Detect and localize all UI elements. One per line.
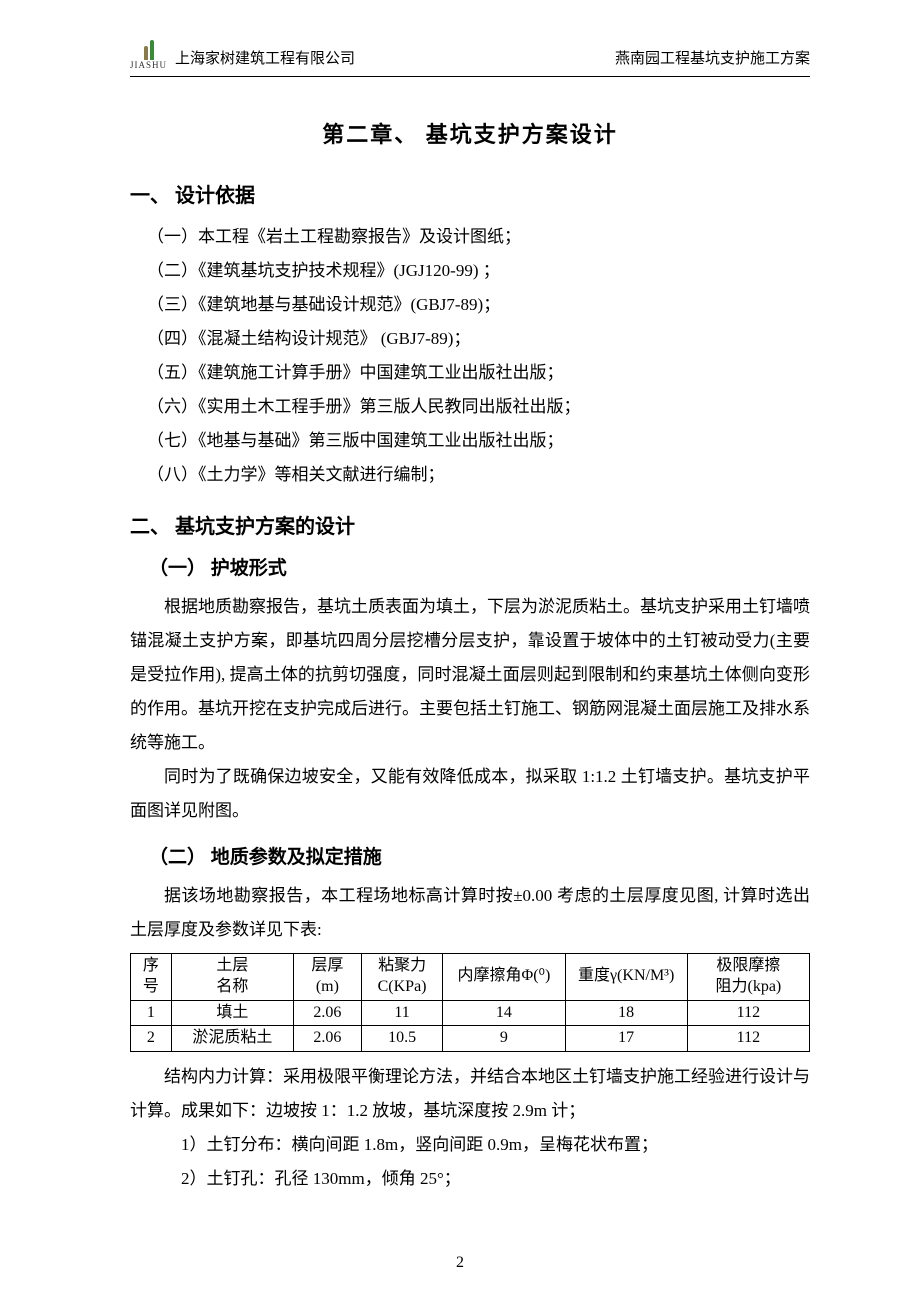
numbered-item: 2）土钉孔：孔径 130mm，倾角 25°； (130, 1162, 810, 1196)
table-cell: 18 (565, 1000, 687, 1026)
body-paragraph: 同时为了既确保边坡安全，又能有效降低成本，拟采取 1:1.2 土钉墙支护。基坑支… (130, 760, 810, 828)
table-cell: 淤泥质粘土 (171, 1026, 293, 1052)
page-number: 2 (0, 1254, 920, 1272)
sec1-item: （六）《实用土木工程手册》第三版人民教同出版社出版； (130, 390, 810, 424)
table-cell: 1 (131, 1000, 172, 1026)
table-header-row: 序号土层名称层厚(m)粘聚力C(KPa)内摩擦角Φ(⁰)重度γ(KN/M³)极限… (131, 954, 810, 1001)
table-cell: 112 (687, 1026, 809, 1052)
company-logo: JIASHU (130, 40, 167, 70)
body-paragraph: 结构内力计算：采用极限平衡理论方法，并结合本地区土钉墙支护施工经验进行设计与计算… (130, 1060, 810, 1128)
sec1-item: （四）《混凝土结构设计规范》 (GBJ7-89)； (130, 322, 810, 356)
body-paragraph: 根据地质勘察报告，基坑土质表面为填土，下层为淤泥质粘土。基坑支护采用土钉墙喷锚混… (130, 590, 810, 760)
table-cell: 14 (443, 1000, 565, 1026)
header-left: JIASHU 上海家树建筑工程有限公司 (130, 40, 355, 70)
body-paragraph: 据该场地勘察报告，本工程场地标高计算时按±0.00 考虑的土层厚度见图, 计算时… (130, 879, 810, 947)
logo-text: JIASHU (130, 60, 167, 70)
table-cell: 2.06 (293, 1000, 361, 1026)
section-1-heading: 一、 设计依据 (130, 179, 810, 208)
table-cell: 10.5 (361, 1026, 442, 1052)
document-page: JIASHU 上海家树建筑工程有限公司 燕南园工程基坑支护施工方案 第二章、 基… (0, 0, 920, 1302)
table-row: 2淤泥质粘土2.0610.5917112 (131, 1026, 810, 1052)
sec1-item: （五）《建筑施工计算手册》中国建筑工业出版社出版； (130, 356, 810, 390)
table-header-cell: 序号 (131, 954, 172, 1001)
subsection-2-2-heading: （二） 地质参数及拟定措施 (130, 842, 810, 869)
doc-title: 燕南园工程基坑支护施工方案 (615, 47, 810, 70)
table-header-cell: 粘聚力C(KPa) (361, 954, 442, 1001)
sec1-item: （一）本工程《岩土工程勘察报告》及设计图纸； (130, 220, 810, 254)
soil-params-table: 序号土层名称层厚(m)粘聚力C(KPa)内摩擦角Φ(⁰)重度γ(KN/M³)极限… (130, 953, 810, 1052)
table-cell: 11 (361, 1000, 442, 1026)
table-cell: 填土 (171, 1000, 293, 1026)
table-header-cell: 土层名称 (171, 954, 293, 1001)
table-body: 1填土2.061114181122淤泥质粘土2.0610.5917112 (131, 1000, 810, 1052)
table-cell: 9 (443, 1026, 565, 1052)
table-header-cell: 重度γ(KN/M³) (565, 954, 687, 1001)
table-cell: 17 (565, 1026, 687, 1052)
table-cell: 112 (687, 1000, 809, 1026)
table-header-cell: 层厚(m) (293, 954, 361, 1001)
sec1-item: （三）《建筑地基与基础设计规范》(GBJ7-89)； (130, 288, 810, 322)
section-2-heading: 二、 基坑支护方案的设计 (130, 510, 810, 539)
logo-icon (142, 40, 156, 60)
table-header-cell: 极限摩擦阻力(kpa) (687, 954, 809, 1001)
sec1-item: （二）《建筑基坑支护技术规程》(JGJ120-99) ； (130, 254, 810, 288)
numbered-item: 1）土钉分布：横向间距 1.8m，竖向间距 0.9m，呈梅花状布置； (130, 1128, 810, 1162)
chapter-title: 第二章、 基坑支护方案设计 (130, 117, 810, 149)
table-cell: 2.06 (293, 1026, 361, 1052)
page-header: JIASHU 上海家树建筑工程有限公司 燕南园工程基坑支护施工方案 (130, 40, 810, 77)
table-cell: 2 (131, 1026, 172, 1052)
sec1-item: （七）《地基与基础》第三版中国建筑工业出版社出版； (130, 424, 810, 458)
company-name: 上海家树建筑工程有限公司 (175, 47, 355, 70)
table-row: 1填土2.06111418112 (131, 1000, 810, 1026)
subsection-2-1-heading: （一） 护坡形式 (130, 553, 810, 580)
sec1-item: （八）《土力学》等相关文献进行编制； (130, 458, 810, 492)
table-header-cell: 内摩擦角Φ(⁰) (443, 954, 565, 1001)
